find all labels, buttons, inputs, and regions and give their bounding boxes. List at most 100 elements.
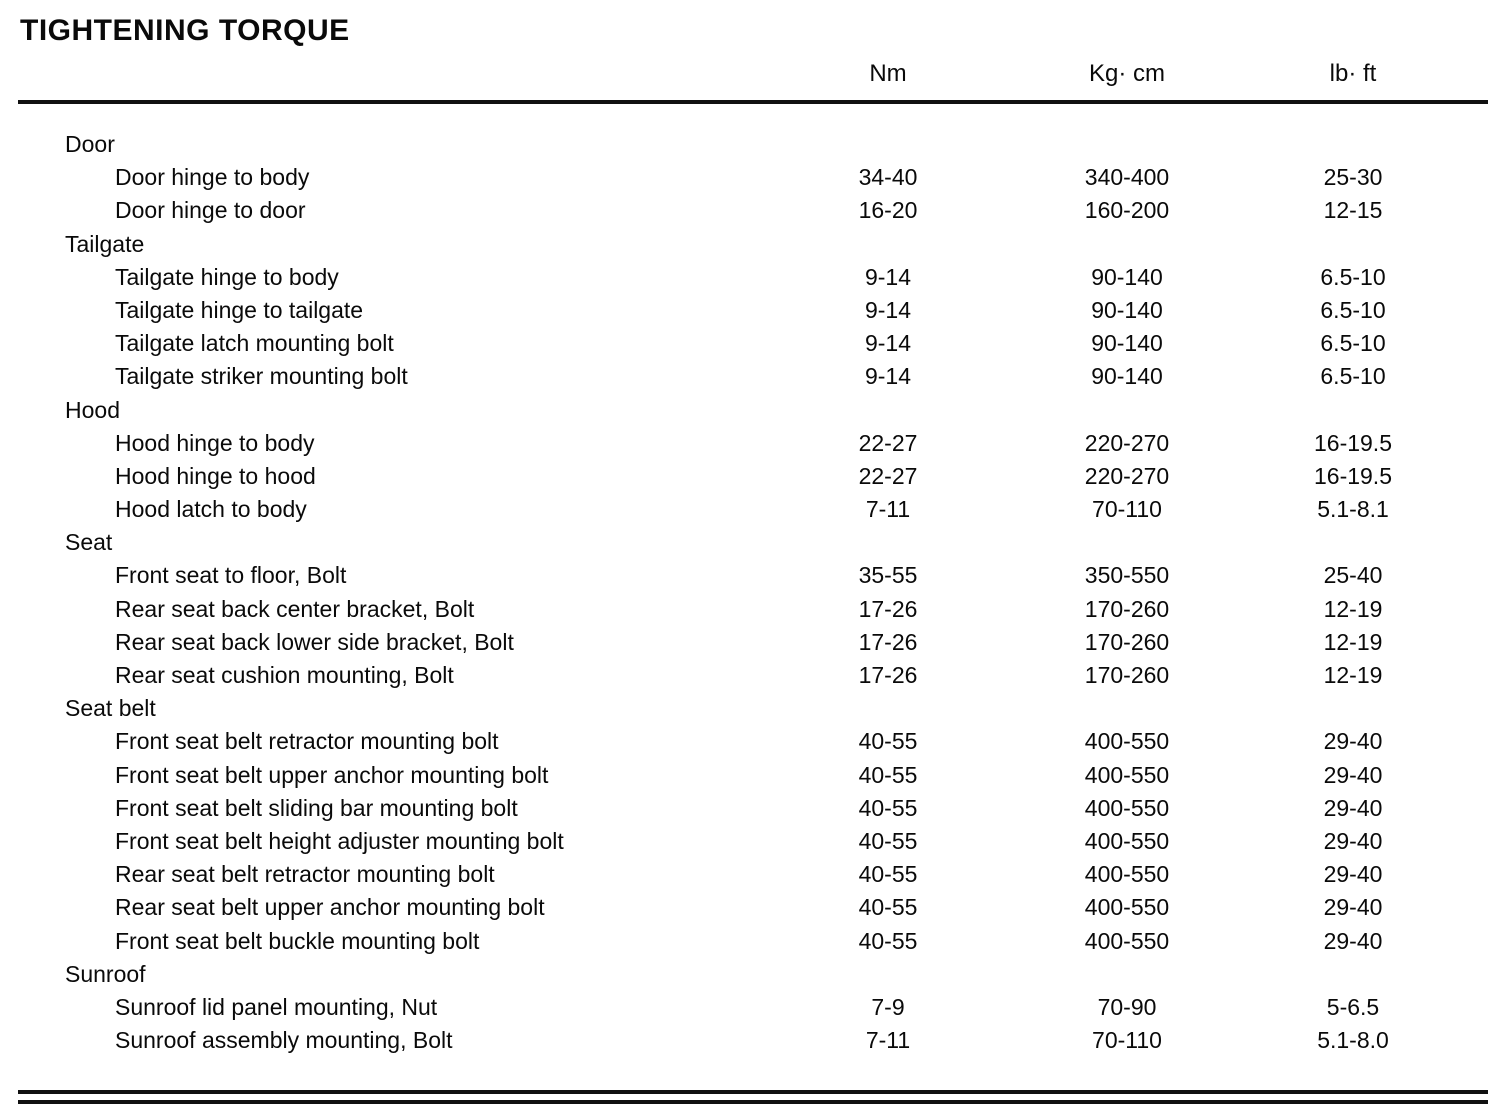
- row-label: Tailgate hinge to body: [115, 263, 339, 290]
- value-kgcm: 70-110: [1092, 1027, 1162, 1054]
- value-kgcm: 160-200: [1084, 197, 1170, 224]
- value-kgcm: 400-550: [1084, 761, 1170, 788]
- value-kgcm: 350-550: [1084, 562, 1170, 589]
- table-row: Hood hinge to hood 22-27 220-270 16-19.5: [18, 460, 1488, 493]
- row-label: Rear seat back center bracket, Bolt: [115, 595, 475, 622]
- value-nm: 40-55: [858, 894, 918, 921]
- row-label: Tailgate hinge to tailgate: [115, 296, 364, 323]
- table-row: Hood latch to body 7-11 70-110 5.1-8.1: [18, 493, 1488, 526]
- value-kgcm: 220-270: [1084, 462, 1170, 489]
- section-header-row: Seat: [18, 526, 1488, 559]
- value-lbft: 12-15: [1323, 197, 1383, 224]
- value-kgcm: 170-260: [1084, 595, 1170, 622]
- value-lbft: 25-30: [1323, 164, 1383, 191]
- value-lbft: 5-6.5: [1326, 993, 1380, 1020]
- row-label: Rear seat cushion mounting, Bolt: [115, 662, 454, 688]
- row-label: Front seat belt height adjuster mounting…: [115, 827, 564, 854]
- table-row: Front seat belt retractor mounting bolt 4…: [18, 725, 1488, 758]
- value-lbft: 29-40: [1323, 761, 1383, 788]
- value-lbft: 29-40: [1323, 794, 1383, 821]
- value-kgcm: 90-140: [1091, 296, 1163, 323]
- table-row: Tailgate hinge to tailgate 9-14 90-140 6.5-…: [18, 294, 1488, 327]
- value-kgcm: 90-140: [1091, 263, 1163, 290]
- value-lbft: 5.1-8.1: [1317, 496, 1389, 523]
- value-nm: 17-26: [858, 662, 918, 688]
- header-rule: [18, 100, 1488, 104]
- value-lbft: 6.5-10: [1320, 296, 1386, 323]
- section-name: Hood: [65, 396, 120, 423]
- value-nm: 40-55: [858, 761, 918, 788]
- table-row: Tailgate latch mounting bolt 9-14 90-140 6.…: [18, 327, 1488, 360]
- table-row: Front seat belt buckle mounting bolt 40-5…: [18, 925, 1488, 958]
- value-nm: 40-55: [858, 794, 918, 821]
- value-nm: 17-26: [858, 595, 918, 622]
- value-lbft: 16-19.5: [1313, 429, 1392, 456]
- page-title: TIGHTENING TORQUE: [20, 14, 350, 47]
- table-row: Sunroof assembly mounting, Bolt 7-11 70-11…: [18, 1024, 1488, 1057]
- value-nm: 17-26: [858, 628, 918, 655]
- value-kgcm: 340-400: [1084, 164, 1170, 191]
- value-nm: 7-11: [865, 496, 911, 523]
- value-nm: 40-55: [858, 827, 918, 854]
- value-nm: 7-11: [865, 1027, 911, 1054]
- value-lbft: 12-19: [1323, 628, 1383, 655]
- section-header-row: Seat belt: [18, 692, 1488, 725]
- section-header-row: Tailgate: [18, 228, 1488, 261]
- row-label: Sunroof lid panel mounting, Nut: [115, 993, 438, 1020]
- value-lbft: 6.5-10: [1320, 263, 1386, 290]
- value-kgcm: 400-550: [1084, 861, 1170, 888]
- section-name: Tailgate: [65, 230, 145, 257]
- section-name: Sunroof: [65, 960, 146, 987]
- value-lbft: 29-40: [1323, 827, 1383, 854]
- value-nm: 9-14: [864, 363, 912, 390]
- section-header-row: Sunroof: [18, 958, 1488, 991]
- table-row: Sunroof lid panel mounting, Nut 7-9 70-90 5…: [18, 991, 1488, 1024]
- row-label: Front seat belt retractor mounting bolt: [115, 728, 499, 755]
- row-label: Hood latch to body: [115, 496, 307, 523]
- value-nm: 40-55: [858, 728, 918, 755]
- table-row: Front seat to floor, Bolt 35-55 350-550 25-…: [18, 559, 1488, 592]
- value-nm: 22-27: [858, 429, 918, 456]
- value-lbft: 12-19: [1323, 662, 1383, 688]
- value-nm: 16-20: [858, 197, 918, 224]
- value-nm: 40-55: [858, 861, 918, 888]
- value-nm: 9-14: [864, 330, 912, 357]
- row-label: Front seat belt buckle mounting bolt: [115, 927, 480, 954]
- section-name: Door: [65, 131, 115, 157]
- table-row: Tailgate hinge to body 9-14 90-140 6.5-10: [18, 261, 1488, 294]
- row-label: Door hinge to door: [115, 197, 306, 224]
- value-kgcm: 400-550: [1084, 894, 1170, 921]
- section-header-row: Hood: [18, 394, 1488, 427]
- row-label: Tailgate striker mounting bolt: [115, 363, 408, 390]
- footer-rule: [18, 1090, 1488, 1104]
- table-row: Rear seat cushion mounting, Bolt 17-26 170…: [18, 659, 1488, 692]
- row-label: Front seat belt upper anchor mounting bo…: [115, 761, 549, 788]
- value-lbft: 6.5-10: [1320, 330, 1386, 357]
- table-row: Rear seat belt retractor mounting bolt 40…: [18, 858, 1488, 891]
- value-kgcm: 400-550: [1084, 927, 1170, 954]
- table-row: Tailgate striker mounting bolt 9-14 90-140…: [18, 360, 1488, 393]
- row-label: Sunroof assembly mounting, Bolt: [115, 1027, 453, 1054]
- value-nm: 35-55: [858, 562, 918, 589]
- row-label: Hood hinge to hood: [115, 462, 316, 489]
- section-name: Seat belt: [65, 695, 156, 722]
- section-header-row: Door: [18, 128, 1488, 161]
- row-label: Front seat belt sliding bar mounting bol…: [115, 794, 518, 821]
- table-row: Door hinge to door 16-20 160-200 12-15: [18, 194, 1488, 227]
- value-nm: 40-55: [858, 927, 918, 954]
- table-row: Front seat belt sliding bar mounting bol…: [18, 792, 1488, 825]
- section-name: Seat: [65, 529, 113, 556]
- value-lbft: 29-40: [1323, 861, 1383, 888]
- value-nm: 9-14: [864, 263, 912, 290]
- value-kgcm: 220-270: [1084, 429, 1170, 456]
- table-row: Door hinge to body 34-40 340-400 25-30: [18, 161, 1488, 194]
- column-header-kgcm: Kg· cm: [1088, 60, 1165, 87]
- row-label: Hood hinge to body: [115, 429, 315, 456]
- value-lbft: 25-40: [1323, 562, 1383, 589]
- footer-rule-line-2: [18, 1100, 1488, 1104]
- value-kgcm: 400-550: [1084, 728, 1170, 755]
- row-label: Front seat to floor, Bolt: [115, 562, 347, 589]
- row-label: Tailgate latch mounting bolt: [115, 330, 394, 357]
- value-lbft: 5.1-8.0: [1317, 1027, 1389, 1054]
